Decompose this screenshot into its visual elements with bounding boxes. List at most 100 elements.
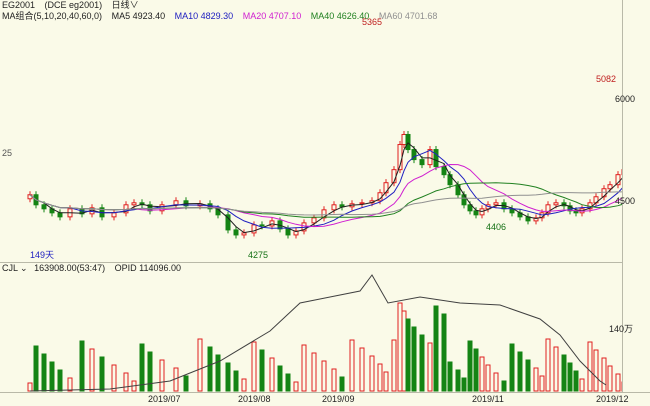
volume-bar (587, 341, 593, 392)
volume-bar (285, 373, 291, 392)
volume-bar (377, 363, 383, 392)
volume-axis-label: 140万 (609, 324, 634, 334)
candle-down (259, 224, 265, 227)
volume-bar (567, 362, 573, 392)
candle-down (567, 205, 573, 212)
period-selector[interactable]: 日线∨ (112, 0, 139, 10)
ma40-legend: MA40 4626.40 (310, 11, 370, 21)
volume-bar (391, 339, 397, 392)
volume-bar (99, 356, 105, 392)
volume-bar (197, 338, 203, 392)
volume-bar (419, 334, 425, 392)
volume-bar (241, 378, 247, 392)
volume-bar (411, 326, 417, 392)
volume-bar (233, 370, 239, 392)
candle-up (251, 224, 257, 234)
volume-bar (509, 343, 515, 392)
volume-bar (433, 305, 439, 392)
candle-up (241, 232, 247, 236)
candle-down (41, 204, 47, 210)
volume-bar (183, 375, 189, 392)
candle-up (545, 204, 551, 214)
volume-bar (461, 377, 467, 392)
candle-down (57, 212, 63, 218)
volume-bar (49, 361, 55, 392)
volume-bar (41, 353, 47, 392)
opid-value: OPID 114096.00 (114, 263, 182, 273)
volume-bar (615, 373, 621, 392)
candle-down (405, 133, 411, 151)
candle-up (427, 149, 433, 166)
volume-bar (405, 318, 411, 392)
volume-bar (301, 344, 307, 392)
x-tick-label: 2019/09 (322, 394, 355, 404)
volume-bar (349, 339, 355, 392)
volume-bar (259, 349, 265, 392)
candle-up (111, 212, 117, 218)
volume-bar (545, 338, 551, 392)
volume-bar (479, 356, 485, 392)
header-bar: EG2001 (DCE eg2001) 日线∨ (2, 0, 146, 11)
volume-legend-title: CJL (2, 263, 19, 273)
x-axis: 2019/07 2019/08 2019/09 2019/11 2019/12 (0, 392, 650, 406)
candle-down (419, 159, 425, 166)
volume-bar (147, 351, 153, 392)
days-label: 149天 (30, 250, 54, 260)
volume-bar (27, 382, 33, 392)
candle-down (433, 149, 439, 168)
volume-bar (427, 342, 433, 392)
volume-bar (251, 341, 257, 392)
volume-bar (359, 347, 365, 392)
volume-bar (89, 348, 95, 392)
volume-bar (517, 351, 523, 392)
volume-bar (485, 364, 491, 392)
volume-bar (573, 370, 579, 392)
low-aug-annotation: 4275 (248, 250, 268, 260)
volume-bar (293, 381, 299, 392)
volume-bar (311, 352, 317, 392)
volume-bar (467, 340, 473, 392)
ma10-legend: MA10 4829.30 (174, 11, 234, 21)
volume-bar (593, 349, 599, 392)
candle-up (293, 230, 299, 236)
volume-bar (159, 359, 165, 392)
candle-up (383, 182, 389, 194)
ma-line-ma20 (29, 163, 622, 228)
candle-up (607, 184, 613, 190)
candle-up (615, 174, 621, 186)
low-nov-annotation: 4406 (486, 222, 506, 232)
ma60-legend: MA60 4701.68 (378, 11, 438, 21)
candle-down (225, 214, 231, 231)
last-price-annotation: 5082 (596, 74, 616, 84)
volume-bar (207, 346, 213, 392)
volume-bar (553, 346, 559, 392)
volume-bar (533, 367, 539, 392)
candle-up (173, 200, 179, 206)
candle-up (321, 209, 327, 219)
chevron-down-icon: ⌄ (20, 263, 28, 273)
volume-panel[interactable]: CJL ⌄ 163908.00(53:47) OPID 114096.00 (0, 262, 622, 393)
volume-bar (215, 354, 221, 392)
volume-bar (277, 365, 283, 392)
volume-bar (225, 362, 231, 392)
candle-up (131, 202, 137, 206)
candle-down (233, 229, 239, 236)
volume-bar (447, 361, 453, 392)
x-tick-label: 2019/08 (238, 394, 271, 404)
volume-bar (139, 343, 145, 392)
volume-bar (67, 377, 73, 392)
ma-line-ma60 (29, 191, 622, 216)
candle-up (533, 217, 539, 222)
volume-bar (123, 372, 129, 392)
volume-bar (501, 380, 507, 392)
candle-up (553, 202, 559, 206)
volume-bar (57, 369, 63, 392)
price-axis-label-6000: 6000 (615, 94, 636, 104)
volume-bar (473, 348, 479, 392)
price-panel[interactable]: EG2001 (DCE eg2001) 日线∨ MA组合(5,10,20,40,… (0, 0, 622, 262)
volume-bar (493, 372, 499, 392)
chevron-down-icon: ∨ (129, 0, 139, 10)
volume-legend: CJL ⌄ 163908.00(53:47) OPID 114096.00 (2, 263, 188, 274)
volume-bar (539, 375, 545, 392)
